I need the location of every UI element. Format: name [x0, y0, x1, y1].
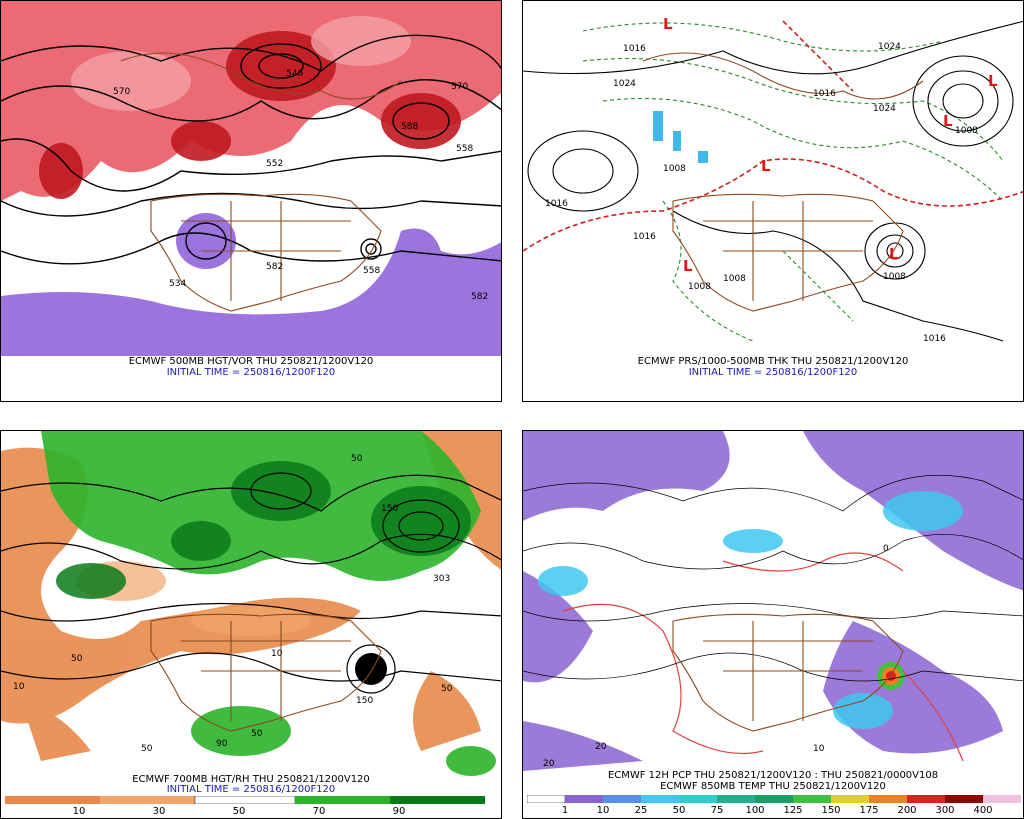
panel-init-time: INITIAL TIME = 250816/1200F120	[688, 367, 858, 378]
panel-title: ECMWF 500MB HGT/VOR THU 250821/1200V120	[128, 356, 374, 367]
contour-label: 546	[286, 69, 303, 79]
panel-title: ECMWF 700MB HGT/RH THU 250821/1200V120	[132, 774, 370, 785]
contour-label: 50	[251, 729, 263, 739]
pressure-label: 1024	[613, 79, 636, 89]
colorbar-label: 400	[973, 805, 993, 816]
colorbar-label: 200	[897, 805, 917, 816]
contour-label: 588	[401, 122, 418, 132]
colorbar-rh	[5, 796, 485, 804]
pressure-label: 1016	[923, 334, 946, 344]
colorbar-label: 100	[745, 805, 765, 816]
map-500mb: 570 546 570 558 552 582 534 582 588 558	[1, 1, 501, 356]
map-pcp: 20 10 0 20	[523, 431, 1023, 771]
colorbar-label: 1	[561, 805, 569, 816]
pressure-label: 1024	[873, 104, 896, 114]
pressure-label: 1016	[813, 89, 836, 99]
colorbar-label: 300	[935, 805, 955, 816]
colorbar-label: 175	[859, 805, 879, 816]
low-marker: L	[663, 15, 673, 33]
pressure-label: 1008	[883, 272, 906, 282]
contour-label: 50	[71, 654, 83, 664]
pressure-label: 1008	[955, 126, 978, 136]
contour-label: 570	[113, 87, 130, 97]
contour-label: 582	[266, 262, 283, 272]
contour-label: 150	[381, 504, 398, 514]
colorbar-label: 90	[392, 806, 406, 817]
contour-label: 570	[451, 82, 468, 92]
map-700mb: 150 50 10 50 50 10 50 90 50 150 303	[1, 431, 501, 776]
panel-700mb-hgt-rh: 150 50 10 50 50 10 50 90 50 150 303 ECMW…	[0, 430, 502, 819]
contour-label: 50	[141, 744, 153, 754]
pressure-label: 1016	[545, 199, 568, 209]
low-marker: L	[683, 257, 693, 275]
temp-label: 10	[813, 744, 825, 754]
map-prs-thk: 1016 1024 1024 1016 1008 1008 1008 1016 …	[523, 1, 1023, 356]
colorbar-label: 75	[710, 805, 724, 816]
panel-prs-thk: 1016 1024 1024 1016 1008 1008 1008 1016 …	[522, 0, 1024, 402]
colorbar-label: 70	[312, 806, 326, 817]
contour-label: 50	[441, 684, 453, 694]
pressure-label: 1008	[663, 164, 686, 174]
low-marker: L	[943, 112, 953, 130]
low-marker: L	[761, 157, 771, 175]
low-marker: L	[889, 245, 899, 263]
panel-500mb-hgt-vor: 570 546 570 558 552 582 534 582 588 558 …	[0, 0, 502, 402]
contour-label: 552	[266, 159, 283, 169]
contour-label: 150	[356, 696, 373, 706]
pressure-label: 1008	[688, 282, 711, 292]
colorbar-label: 150	[821, 805, 841, 816]
panel-title: ECMWF PRS/1000-500MB THK THU 250821/1200…	[637, 356, 909, 367]
colorbar-label: 50	[232, 806, 246, 817]
colorbar-label: 25	[634, 805, 648, 816]
temp-label: 0	[883, 544, 889, 554]
contour-label: 90	[216, 739, 228, 749]
colorbar-label: 30	[152, 806, 166, 817]
low-marker: L	[988, 72, 998, 90]
contour-label: 303	[433, 574, 450, 584]
colorbar-pcp	[527, 795, 1021, 803]
contour-label: 534	[169, 279, 186, 289]
contour-label: 558	[363, 266, 380, 276]
pressure-label: 1016	[633, 232, 656, 242]
panel-title: ECMWF 12H PCP THU 250821/1200V120 : THU …	[607, 770, 939, 781]
contour-label: 582	[471, 292, 488, 302]
colorbar-label: 50	[672, 805, 686, 816]
temp-label: 20	[595, 742, 607, 752]
contour-label: 558	[456, 144, 473, 154]
contour-label: 50	[351, 454, 363, 464]
pressure-label: 1016	[623, 44, 646, 54]
pressure-label: 1024	[878, 42, 901, 52]
colorbar-label: 125	[783, 805, 803, 816]
temp-label: 20	[543, 759, 555, 769]
contour-label: 10	[271, 649, 283, 659]
panel-init-time: INITIAL TIME = 250816/1200F120	[166, 784, 336, 795]
colorbar-label: 10	[596, 805, 610, 816]
panel-subtitle: ECMWF 850MB TEMP THU 250821/1200V120	[660, 781, 886, 792]
panel-init-time: INITIAL TIME = 250816/1200F120	[166, 367, 336, 378]
colorbar-label: 10	[72, 806, 86, 817]
panel-12h-pcp-850-temp: 20 10 0 20 ECMWF 12H PCP THU 250821/1200…	[522, 430, 1024, 819]
contour-label: 10	[13, 682, 25, 692]
pressure-label: 1008	[723, 274, 746, 284]
